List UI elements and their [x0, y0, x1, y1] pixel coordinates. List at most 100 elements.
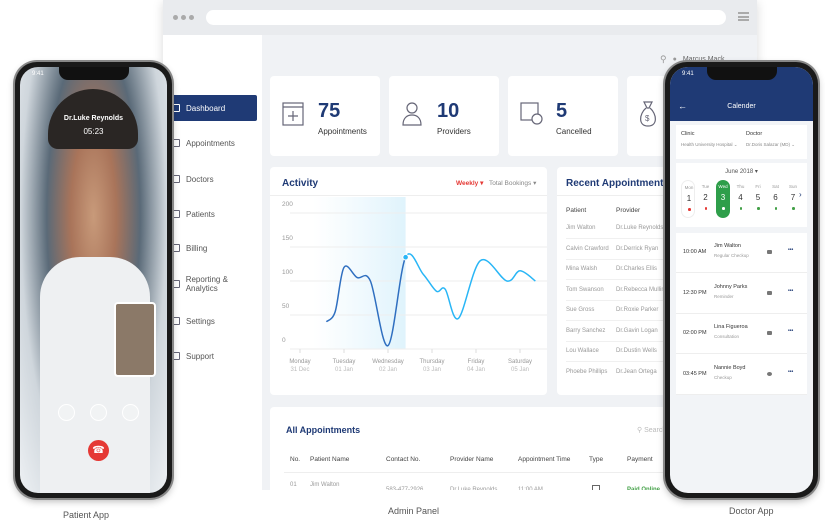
recent-patient[interactable]: Lou Wallace [566, 348, 599, 354]
money-bag-icon: $ [640, 101, 656, 127]
stat-appointments[interactable]: 75 Appointments [270, 76, 380, 156]
day-number: 5 [755, 193, 761, 202]
day-number: 7 [790, 193, 796, 202]
appointment-item[interactable]: 03:45 PM Nannie Boyd Checkup ••• [676, 355, 807, 395]
activity-chart: 200 150 100 50 0 Monday 31 Dec Tuesday 01 Jan Wed… [282, 197, 547, 373]
period-label: Weekly [456, 180, 479, 187]
status-time: 9:41 [32, 71, 44, 77]
sidebar-item-billing[interactable]: Billing [171, 235, 257, 261]
stat-cancelled[interactable]: 5 Cancelled [508, 76, 618, 156]
stat-value: 75 [318, 100, 341, 122]
day-thu[interactable]: Thu 4 [734, 180, 748, 218]
user-menu[interactable]: ⚲ ● Marcus Mack ⌄ [660, 54, 736, 65]
appointment-item[interactable]: 02:00 PM Lina Figueroa Consultation ••• [676, 314, 807, 354]
self-view[interactable] [114, 302, 156, 377]
recent-patient[interactable]: Barry Sanchez [566, 327, 606, 334]
x-tick-date: 02 Jan [379, 367, 397, 373]
menu-icon[interactable] [738, 12, 749, 21]
day-fri[interactable]: Fri 5 [751, 180, 765, 218]
row-divider [566, 320, 731, 321]
day-sun[interactable]: Sun 7 [786, 180, 800, 218]
chevron-right-icon[interactable]: › [799, 190, 802, 199]
patient-phone: 9:41 Dr.Luke Reynolds 05:23 ☎ [15, 62, 172, 498]
sidebar-item-support[interactable]: Support [171, 343, 257, 369]
recent-provider: Dr.Gavin Logan [616, 327, 658, 334]
video-icon[interactable] [767, 290, 772, 295]
row-divider [566, 258, 731, 260]
row-divider [566, 238, 731, 239]
y-tick-label: 100 [282, 269, 293, 276]
metric-dropdown[interactable]: Total Bookings ▾ [489, 180, 537, 187]
sidebar-item-patients[interactable]: Patients [171, 201, 257, 227]
more-options-icon[interactable]: ••• [788, 368, 794, 375]
x-tick-day: Thursday [419, 359, 444, 365]
more-options-icon[interactable]: ••• [788, 328, 794, 334]
switch-camera-button[interactable] [58, 404, 75, 421]
x-tick-day: Friday [468, 359, 485, 365]
month-select[interactable]: June 2018 ▾ [725, 169, 758, 175]
caller-name: Dr.Luke Reynolds [63, 115, 124, 122]
x-tick-day: Wednesday [372, 359, 404, 365]
cell-patient[interactable]: Jim Walton [310, 482, 340, 488]
stat-label: Cancelled [556, 127, 592, 136]
day-mon[interactable]: Mon 1 [681, 180, 695, 218]
admin-panel-window: Dashboard Appointments Doctors Patients … [163, 0, 757, 495]
caption-doctor-app: Doctor App [729, 506, 774, 516]
doctor-phone: 9:41 ← Calender Clinic Health University… [665, 62, 818, 498]
appointment-item[interactable]: 12:30 PM Johnny Parks Reminder ••• [676, 274, 807, 314]
sidebar-item-doctors[interactable]: Doctors [171, 166, 257, 192]
more-options-icon[interactable]: ••• [788, 287, 794, 294]
sidebar-item-settings[interactable]: Settings [171, 308, 257, 334]
period-dropdown[interactable]: Weekly ▾ [456, 180, 484, 187]
bell-icon[interactable]: ● [672, 56, 677, 63]
recent-patient[interactable]: Tom Swanson [566, 286, 604, 293]
day-wed[interactable]: Wed 3 [716, 180, 730, 218]
day-number: 4 [738, 193, 743, 202]
end-call-button[interactable]: ☎ [88, 440, 109, 461]
status-time: 9:41 [682, 71, 694, 77]
nav-label: Billing [186, 243, 208, 253]
x-tick-date: 03 Jan [423, 367, 441, 373]
recent-patient[interactable]: Calvin Crawford [566, 245, 609, 252]
stat-providers[interactable]: 10 Providers [389, 76, 499, 156]
day-tue[interactable]: Tue 2 [699, 180, 713, 218]
video-toggle-button[interactable] [90, 404, 107, 421]
video-icon[interactable] [767, 250, 772, 254]
more-options-icon[interactable]: ••• [788, 247, 794, 253]
search-input[interactable]: Search [644, 427, 667, 434]
day-sat[interactable]: Sat 6 [769, 180, 783, 218]
sidebar-item-dashboard[interactable]: Dashboard [171, 95, 257, 121]
back-arrow-icon[interactable]: ← [678, 101, 687, 111]
recent-patient[interactable]: Sue Gross [566, 307, 595, 313]
recent-provider: Dr.Dustin Wells [616, 348, 657, 354]
col-header: Provider Name [450, 456, 494, 463]
recent-patient[interactable]: Phoebe Phillips [566, 368, 608, 375]
day-number: 3 [720, 193, 726, 202]
gear-icon [173, 317, 180, 325]
table-search[interactable]: ⚲ Search [637, 427, 667, 434]
chat-icon[interactable] [767, 371, 772, 376]
row-divider [566, 279, 731, 280]
appointment-item[interactable]: 10:00 AM Jim Walton Regular Checkup ••• [676, 233, 807, 273]
notch [58, 67, 129, 80]
day-number: 6 [773, 193, 778, 202]
search-icon[interactable]: ⚲ [660, 54, 667, 64]
day-status-dot [792, 207, 795, 210]
user-name: Marcus Mack [682, 56, 725, 63]
x-tick-date: 05 Jan [511, 367, 529, 373]
col-header: Appointment Time [518, 456, 571, 463]
sidebar-item-appointments[interactable]: Appointments [171, 130, 257, 156]
caption-admin-panel: Admin Panel [388, 506, 440, 516]
clinic-select[interactable]: Health University Hospital ⌄ [681, 142, 738, 147]
recent-patient[interactable]: Jim Walton [566, 225, 596, 231]
mic-button[interactable] [122, 404, 139, 421]
filter-card: Clinic Health University Hospital ⌄ Doct… [676, 125, 807, 159]
phone-icon[interactable] [767, 331, 772, 335]
address-bar[interactable] [206, 10, 726, 25]
sidebar-item-reporting[interactable]: Reporting & Analytics [171, 271, 257, 297]
doctor-select[interactable]: Dr.Doris Salazar (MD) ⌄ [746, 142, 796, 147]
appointment-name: Lina Figueroa [714, 324, 748, 330]
screen-title: Calender [727, 103, 756, 110]
nav-label: Settings [186, 316, 215, 326]
recent-patient[interactable]: Mina Walsh [566, 266, 598, 272]
